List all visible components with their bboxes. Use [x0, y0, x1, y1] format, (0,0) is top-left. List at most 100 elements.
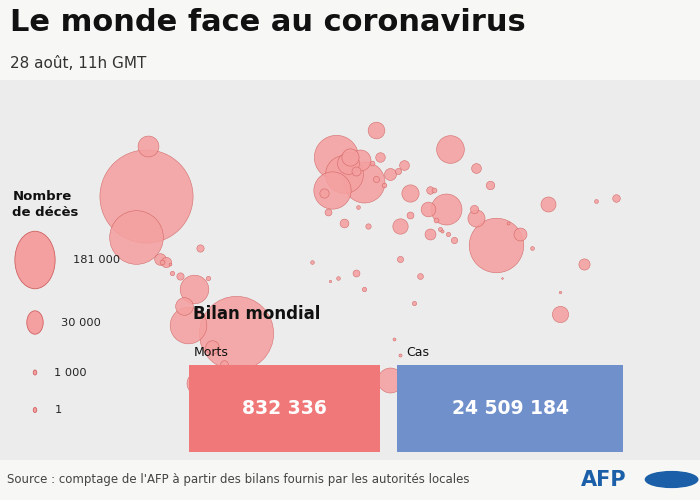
- Point: [366, 158, 377, 166]
- Point: [324, 277, 335, 285]
- Text: 181 000: 181 000: [73, 255, 120, 265]
- Point: [167, 269, 178, 277]
- Point: [178, 302, 190, 310]
- Text: 832 336: 832 336: [242, 399, 327, 418]
- Point: [338, 219, 349, 227]
- Point: [370, 126, 382, 134]
- Point: [393, 167, 404, 175]
- Text: Cas: Cas: [406, 346, 429, 358]
- Point: [156, 258, 167, 266]
- Point: [374, 153, 386, 161]
- Point: [188, 286, 199, 294]
- Point: [542, 200, 554, 208]
- Text: Bilan mondial: Bilan mondial: [193, 305, 321, 323]
- Point: [424, 186, 435, 194]
- Point: [442, 230, 454, 238]
- Text: 1: 1: [55, 405, 62, 415]
- Point: [160, 258, 172, 266]
- Point: [554, 288, 566, 296]
- Point: [342, 158, 354, 166]
- Point: [363, 222, 374, 230]
- Point: [436, 228, 447, 235]
- Point: [468, 206, 480, 214]
- Point: [389, 335, 400, 343]
- Point: [379, 180, 390, 188]
- Point: [338, 170, 349, 177]
- Point: [326, 186, 337, 194]
- Point: [384, 376, 395, 384]
- Point: [223, 387, 234, 395]
- Point: [206, 392, 218, 400]
- Circle shape: [27, 311, 43, 334]
- Point: [141, 192, 152, 200]
- Text: AFP: AFP: [581, 470, 626, 490]
- Point: [428, 186, 440, 194]
- Point: [405, 211, 416, 219]
- Point: [554, 310, 566, 318]
- Point: [358, 178, 370, 186]
- Point: [351, 167, 362, 175]
- Point: [398, 162, 409, 170]
- Point: [332, 274, 344, 282]
- Point: [470, 164, 482, 172]
- Text: 24 509 184: 24 509 184: [452, 399, 568, 418]
- Point: [610, 194, 622, 202]
- Point: [352, 202, 363, 210]
- Point: [422, 206, 433, 214]
- Point: [130, 233, 141, 241]
- Point: [470, 214, 482, 222]
- Point: [358, 286, 370, 294]
- Point: [195, 244, 206, 252]
- Circle shape: [645, 472, 698, 488]
- Text: Morts: Morts: [193, 346, 228, 358]
- FancyBboxPatch shape: [398, 365, 623, 452]
- Point: [370, 175, 382, 183]
- Point: [394, 352, 405, 360]
- Point: [202, 274, 214, 282]
- Point: [330, 153, 342, 161]
- FancyBboxPatch shape: [189, 365, 380, 452]
- Point: [503, 219, 514, 227]
- Point: [440, 206, 452, 214]
- Text: 28 août, 11h GMT: 28 août, 11h GMT: [10, 56, 146, 71]
- Circle shape: [34, 370, 36, 375]
- Point: [318, 189, 330, 197]
- Point: [578, 260, 589, 268]
- Point: [351, 269, 362, 277]
- Point: [193, 379, 204, 387]
- Point: [405, 189, 416, 197]
- Text: 30 000: 30 000: [61, 318, 101, 328]
- Point: [414, 272, 426, 280]
- Point: [164, 260, 176, 268]
- Circle shape: [34, 408, 36, 412]
- Point: [394, 222, 405, 230]
- Point: [155, 255, 166, 263]
- Point: [354, 156, 365, 164]
- Point: [590, 197, 601, 205]
- Text: Source : comptage de l'AFP à partir des bilans fournis par les autorités locales: Source : comptage de l'AFP à partir des …: [7, 474, 470, 486]
- Point: [394, 255, 405, 263]
- Point: [604, 370, 615, 378]
- Point: [183, 321, 194, 329]
- Point: [526, 244, 538, 252]
- Point: [496, 274, 507, 282]
- Point: [435, 224, 446, 232]
- Circle shape: [15, 231, 55, 289]
- Text: 1 000: 1 000: [55, 368, 87, 378]
- Point: [323, 208, 334, 216]
- Point: [174, 272, 186, 280]
- Point: [307, 258, 318, 266]
- Point: [230, 330, 241, 338]
- Point: [424, 230, 435, 238]
- Point: [430, 216, 442, 224]
- Point: [491, 241, 502, 249]
- Point: [142, 142, 153, 150]
- Point: [444, 145, 456, 153]
- Text: Le monde face au coronavirus: Le monde face au coronavirus: [10, 8, 526, 37]
- Point: [449, 236, 460, 244]
- Point: [484, 180, 496, 188]
- Point: [206, 343, 218, 351]
- Text: Nombre
de décès: Nombre de décès: [13, 190, 78, 219]
- Point: [514, 230, 526, 238]
- Point: [384, 170, 395, 177]
